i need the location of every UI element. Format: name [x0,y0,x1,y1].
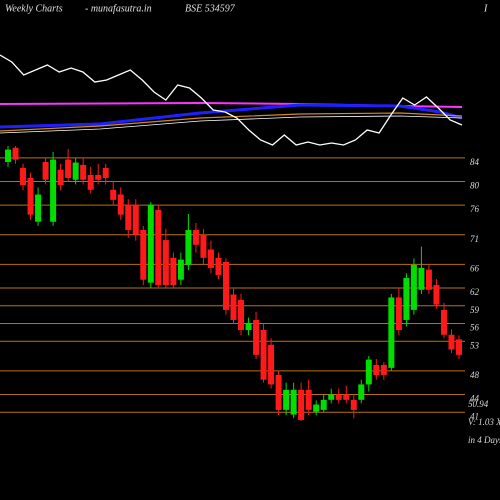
symbol-label: BSE 534597 [185,3,236,14]
candle-body [283,389,290,410]
y-tick-label: 44 [470,394,480,404]
candle-body [425,269,432,290]
candle-body [290,389,297,415]
candle-body [12,147,19,160]
annotation: V: 1.03 X [468,417,500,427]
candle-body [410,264,417,310]
candle-body [343,394,350,400]
candle-body [20,167,27,186]
candle-body [456,339,462,355]
candle-body [260,330,267,380]
y-tick-label: 41 [470,411,479,421]
candle-body [215,257,222,275]
candle-body [245,322,252,331]
y-tick-label: 56 [470,323,480,333]
candle-body [162,240,169,286]
candle-body [5,149,11,162]
candle-body [313,404,320,412]
candle-body [50,159,57,222]
y-tick-label: 76 [470,204,480,214]
candle-body [418,267,425,290]
candle-body [403,277,410,320]
candle-body [27,177,34,215]
candle-body [350,399,357,410]
candle-body [440,309,447,335]
candle-body [365,359,372,385]
indicator-series [0,54,463,146]
candle-body [102,167,109,178]
candle-body [170,257,177,286]
candle-body [388,297,395,368]
candle-body [185,230,192,265]
y-tick-label: 48 [470,370,480,380]
y-tick-label: 53 [470,340,480,350]
candle-body [433,285,440,305]
candle-body [35,194,42,222]
candle-body [72,162,79,180]
candle-body [268,344,275,385]
candle-body [448,334,455,350]
candle-body [147,204,154,283]
candle-body [177,259,184,280]
indicator-line [0,115,463,134]
candle-body [42,161,49,180]
candle-body [117,194,124,215]
candle-body [275,374,282,410]
candle-body [328,394,335,400]
annotation: in 4 Days [468,435,500,445]
candle-body [200,234,207,258]
candle-body [253,319,260,355]
candle-body [230,294,237,320]
site-label: - munafasutra.in [85,3,152,14]
candle-body [57,169,64,186]
candle-body [65,159,72,178]
candle-body [298,389,305,420]
candle-body [125,204,132,231]
y-tick-label: 84 [470,157,480,167]
candle-body [207,249,214,268]
candle-body [395,297,402,331]
indicator-line [0,103,463,129]
candle-body [192,230,199,245]
candle-body [80,164,87,180]
y-tick-label: 66 [470,263,480,273]
candle-body [155,209,162,286]
candle-body [380,364,387,375]
header-right: I [483,3,488,14]
annotation: 50.94 [468,399,489,409]
candle-body [87,174,94,190]
candle-body [335,394,342,400]
candle-body [238,299,245,331]
candle-body [305,389,312,410]
candle-body [373,364,380,375]
header-label: Weekly Charts [5,3,63,14]
candle-body [140,230,147,280]
y-tick-label: 62 [470,287,480,297]
y-tick-label: 80 [470,181,480,191]
candle-body [132,204,139,235]
candle-body [358,384,365,400]
indicator-line [0,112,463,132]
y-tick-label: 71 [470,234,479,244]
candle-body [320,399,327,410]
candle-body [222,261,229,310]
candle-body [95,174,102,180]
y-tick-label: 59 [470,305,480,315]
candle-body [110,189,117,200]
